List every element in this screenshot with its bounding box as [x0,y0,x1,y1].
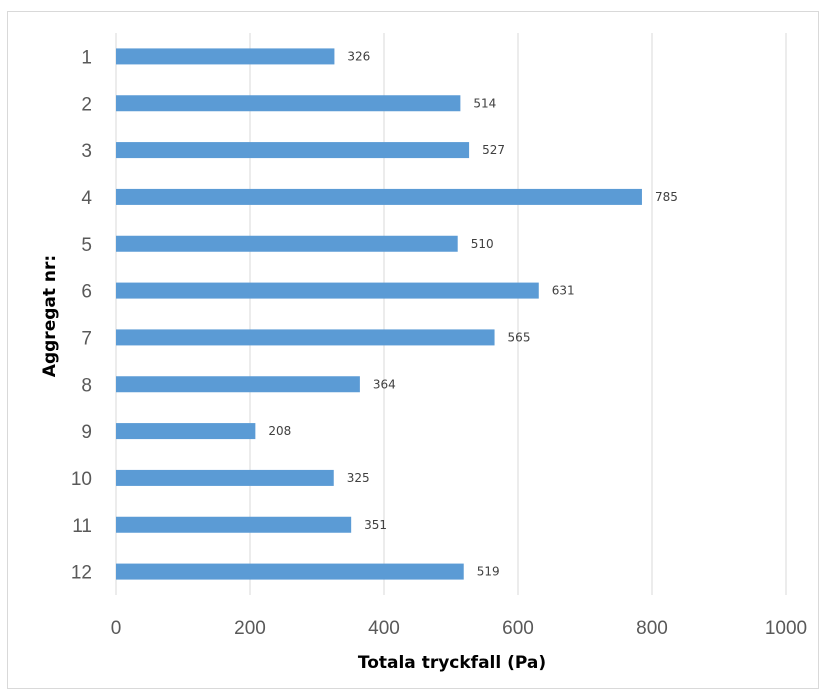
bar-2 [116,95,461,112]
bar-1 [116,48,335,65]
category-label: 1 [81,47,92,68]
data-label: 565 [508,330,531,344]
category-label: 8 [81,375,92,396]
data-label: 326 [347,49,370,63]
category-label: 10 [71,469,92,490]
bar-3 [116,142,470,159]
x-tick-label: 400 [368,618,400,639]
data-label: 364 [373,377,396,391]
bar-4 [116,188,642,205]
data-label: 510 [471,237,494,251]
data-label: 527 [482,143,505,157]
data-label: 519 [477,565,500,579]
category-label: 11 [72,516,92,537]
category-label: 5 [81,235,92,256]
bar-11 [116,516,352,533]
category-label: 3 [81,141,92,162]
category-label: 4 [81,188,92,209]
x-tick-label: 200 [234,618,266,639]
bar-8 [116,376,360,393]
bar-10 [116,469,334,486]
bar-9 [116,423,256,440]
data-label: 785 [655,190,678,204]
x-tick-label: 800 [636,618,668,639]
data-label: 325 [347,471,370,485]
y-axis-title: Aggregat nr: [40,255,60,377]
category-label: 9 [81,422,92,443]
data-label: 351 [364,518,387,532]
x-tick-labels: 0 200 400 600 800 1000 [111,618,807,639]
category-label: 7 [81,328,92,349]
bar-12 [116,563,464,580]
bars [116,48,642,580]
x-tick-label: 600 [502,618,534,639]
category-label: 12 [71,563,92,584]
category-label: 2 [81,94,92,115]
x-tick-label: 1000 [765,618,807,639]
data-label: 631 [552,284,575,298]
bar-7 [116,329,495,346]
data-label: 208 [268,424,291,438]
x-tick-label: 0 [111,618,122,639]
x-axis-title: Totala tryckfall (Pa) [358,653,546,673]
bar-5 [116,235,458,252]
data-label: 514 [473,96,496,110]
gridlines [115,33,787,595]
category-label: 6 [81,282,92,303]
bar-6 [116,282,539,299]
data-labels: 326 514 527 785 510 631 565 364 208 325 351 519 [268,49,677,578]
